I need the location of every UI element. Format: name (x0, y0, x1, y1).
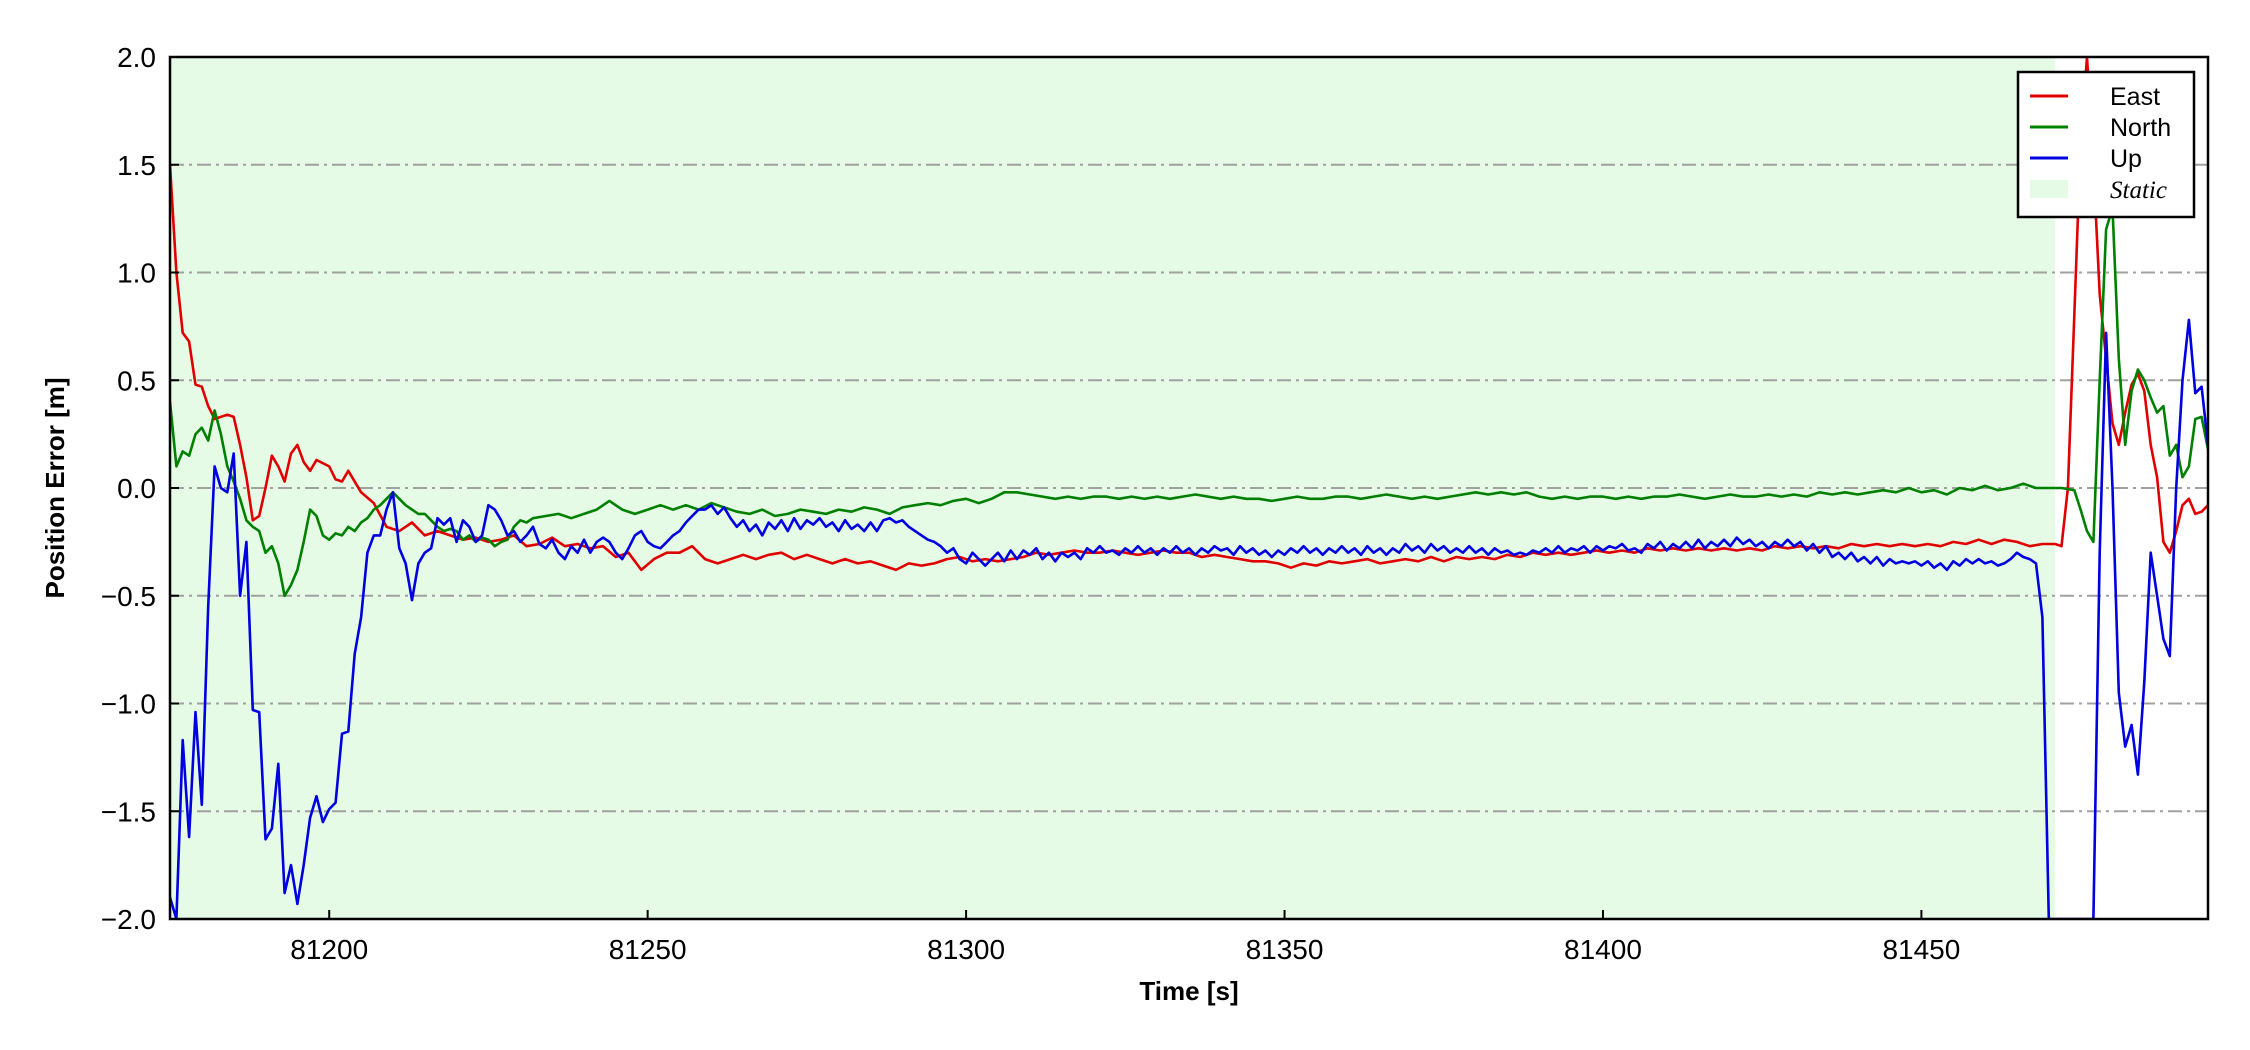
legend-label-up: Up (2110, 145, 2142, 173)
y-axis-ticks: −2.0 −1.5 −1.0 −0.5 0.0 0.5 1.0 1.5 2.0 (101, 42, 179, 935)
grid-lines (170, 163, 2208, 813)
y-tick-label: 2.0 (117, 42, 156, 73)
legend-label-north: North (2110, 114, 2171, 142)
x-tick-label: 81400 (1564, 934, 1642, 965)
x-tick-label: 81250 (609, 934, 687, 965)
y-tick-label: −0.5 (101, 581, 156, 612)
y-axis-label: Position Error [m] (40, 377, 70, 598)
y-tick-label: 1.5 (117, 150, 156, 181)
series-lines (170, 57, 2208, 919)
x-axis-ticks: 81200 81250 81300 81350 81400 81450 (290, 910, 1960, 965)
y-tick-label: −2.0 (101, 904, 156, 935)
y-tick-label: 0.5 (117, 365, 156, 396)
series-line-north (170, 206, 2208, 598)
y-tick-label: −1.5 (101, 796, 156, 827)
legend-label-east: East (2110, 83, 2160, 111)
legend-swatch-static (2030, 180, 2068, 198)
y-tick-label: 0.0 (117, 473, 156, 504)
legend-label-static: Static (2110, 177, 2167, 204)
y-tick-label: −1.0 (101, 689, 156, 720)
x-tick-label: 81200 (290, 934, 368, 965)
x-axis-label: Time [s] (1139, 976, 1238, 1006)
y-tick-label: 1.0 (117, 258, 156, 289)
x-tick-label: 81450 (1882, 934, 1960, 965)
series-line-up (170, 318, 2208, 919)
x-tick-label: 81350 (1246, 934, 1324, 965)
legend: East North Up Static (2016, 70, 2196, 219)
x-tick-label: 81300 (927, 934, 1005, 965)
